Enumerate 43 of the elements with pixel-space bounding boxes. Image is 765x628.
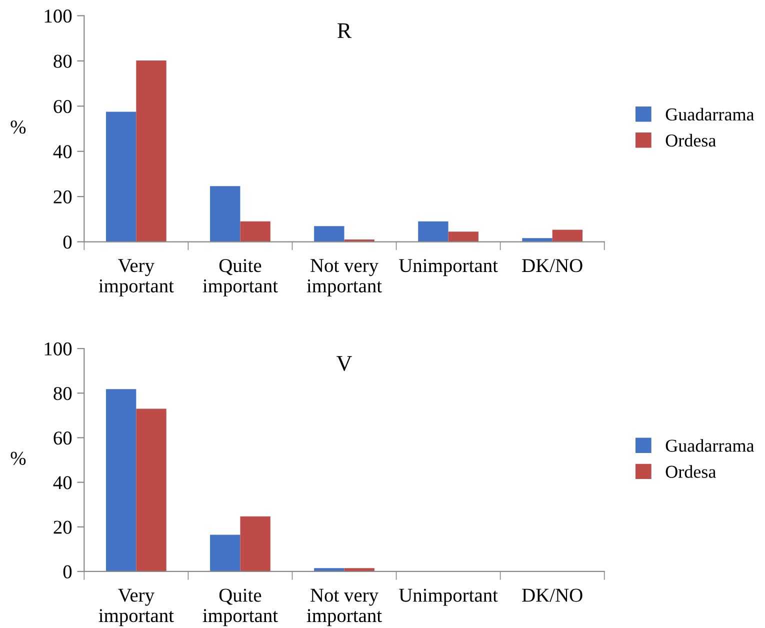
bar bbox=[106, 389, 136, 572]
x-tick-label: Very important bbox=[98, 588, 174, 626]
chart-title: V bbox=[336, 356, 352, 371]
x-tick-label: Unimportant bbox=[399, 259, 498, 276]
bar bbox=[314, 568, 344, 572]
bar bbox=[552, 230, 582, 242]
y-tick-label: 100 bbox=[44, 342, 72, 356]
y-tick-label: 60 bbox=[54, 100, 72, 114]
legend-label: Ordesa bbox=[666, 134, 716, 147]
legend-label: Guadarrama bbox=[666, 108, 754, 121]
y-tick-label: 20 bbox=[54, 520, 72, 534]
y-tick-label: 0 bbox=[63, 236, 72, 249]
x-tick-label: Not very important bbox=[306, 588, 382, 626]
bar bbox=[314, 226, 344, 242]
x-tick-label: Very important bbox=[98, 259, 174, 296]
bar bbox=[136, 408, 166, 572]
y-tick-label: 80 bbox=[54, 54, 72, 68]
legend-label: Ordesa bbox=[666, 465, 716, 478]
bar bbox=[240, 221, 270, 242]
y-tick-label: 40 bbox=[53, 476, 72, 490]
bar bbox=[210, 534, 240, 572]
bar bbox=[240, 516, 270, 572]
y-tick-label: 40 bbox=[53, 145, 72, 158]
bar bbox=[418, 221, 448, 242]
x-tick-label: DK/NO bbox=[522, 259, 582, 272]
y-axis-title: % bbox=[10, 452, 26, 465]
bar bbox=[106, 112, 136, 242]
x-tick-label: DK/NO bbox=[522, 588, 582, 602]
y-axis-title: % bbox=[10, 120, 26, 134]
x-tick-label: Not very important bbox=[306, 259, 382, 296]
y-tick-label: 80 bbox=[54, 386, 72, 400]
y-tick-label: 60 bbox=[54, 432, 72, 445]
y-tick-label: 0 bbox=[63, 565, 72, 578]
legend-label: Guadarrama bbox=[666, 439, 754, 452]
x-tick-label: Quite important bbox=[202, 259, 278, 296]
x-tick-label: Quite important bbox=[202, 588, 278, 626]
x-tick-label: Unimportant bbox=[399, 588, 498, 606]
chart-title: R bbox=[337, 23, 352, 38]
bar bbox=[448, 232, 478, 242]
bar bbox=[136, 60, 166, 242]
bar bbox=[210, 186, 240, 242]
y-tick-label: 100 bbox=[44, 10, 72, 23]
y-tick-label: 20 bbox=[54, 190, 72, 204]
